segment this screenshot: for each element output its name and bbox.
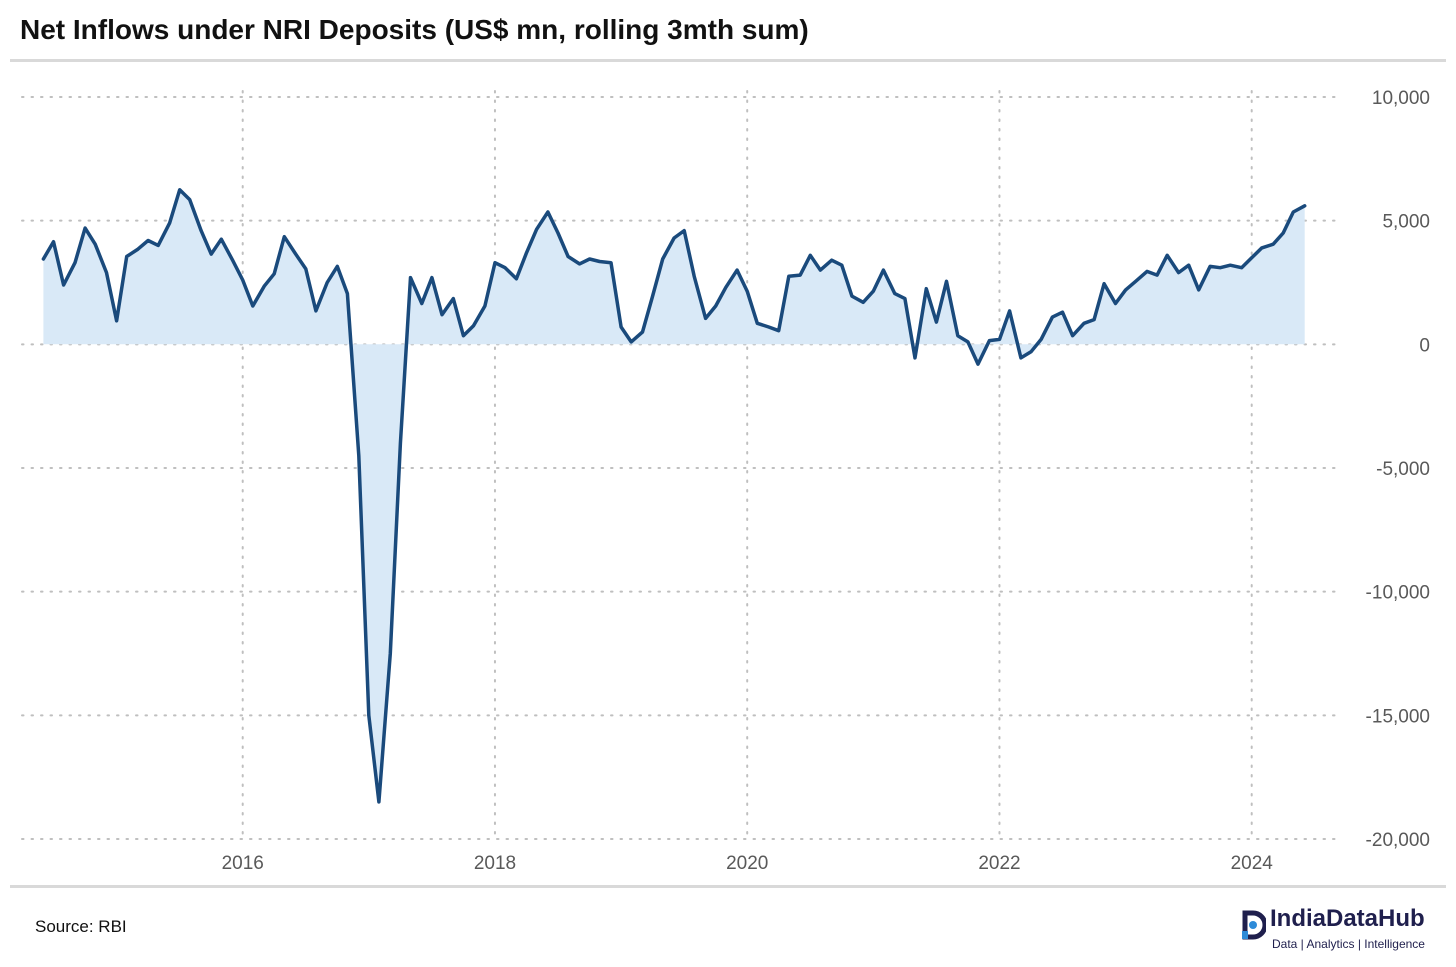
source-note: Source: RBI — [35, 917, 127, 936]
y-tick-label: 5,000 — [1382, 212, 1430, 233]
y-tick-label: 0 — [1419, 335, 1430, 356]
x-tick-label: 2022 — [978, 853, 1020, 874]
brand-block: IndiaDataHub Data | Analytics | Intellig… — [1238, 905, 1448, 957]
footer-divider — [10, 885, 1446, 888]
chart-area: 10,0005,0000-5,000-10,000-15,000-20,000 … — [21, 88, 1430, 874]
series-line — [41, 188, 1307, 804]
y-tick-label: -20,000 — [1366, 830, 1430, 851]
chart-title: Net Inflows under NRI Deposits (US$ mn, … — [20, 14, 809, 45]
y-tick-label: 10,000 — [1372, 88, 1430, 109]
x-tick-label: 2024 — [1231, 853, 1274, 874]
brand-tagline: Data | Analytics | Intelligence — [1272, 937, 1425, 951]
x-tick-label: 2016 — [222, 853, 264, 874]
y-axis-ticks: 10,000 5,000 0 -5,000 -10,000 -15,000 -20,000 — [1366, 88, 1430, 851]
title-divider — [10, 59, 1446, 62]
series-line-path — [41, 188, 1307, 804]
series-area — [43, 189, 1305, 802]
y-tick-label: -5,000 — [1376, 459, 1430, 480]
area-fill — [43, 189, 1305, 802]
y-tick-label: -10,000 — [1366, 583, 1430, 604]
brand-name: IndiaDataHub — [1270, 905, 1425, 932]
grid-lines — [21, 90, 1341, 840]
x-tick-label: 2018 — [474, 853, 516, 874]
y-tick-label: -15,000 — [1366, 706, 1430, 727]
x-tick-label: 2020 — [726, 853, 768, 874]
brand-logo-icon — [1242, 910, 1266, 940]
x-axis-ticks: 2016 2018 2020 2022 2024 — [222, 853, 1274, 874]
